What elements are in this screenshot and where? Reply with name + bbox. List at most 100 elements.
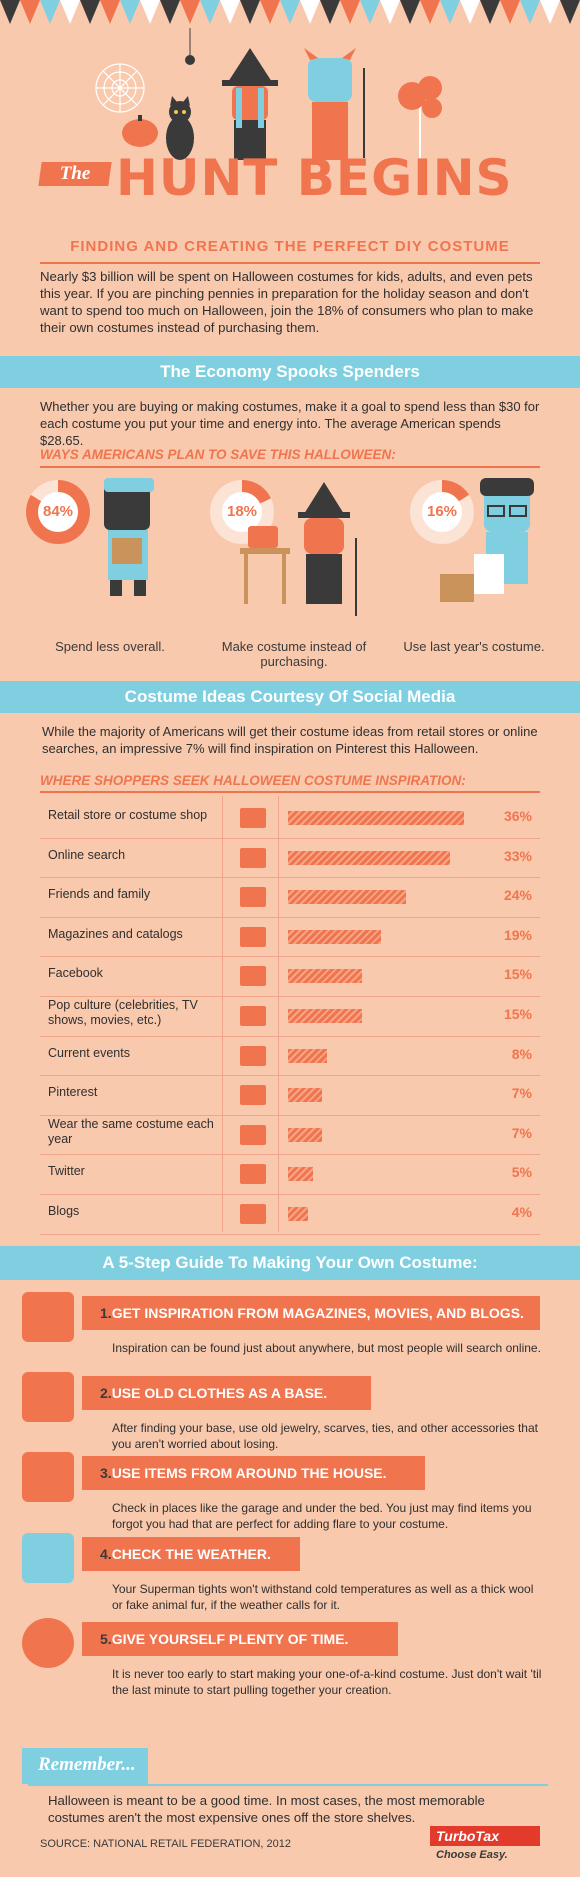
monitor-icon [240, 847, 266, 868]
step-heading: 1.GET INSPIRATION FROM MAGAZINES, MOVIES… [82, 1296, 540, 1330]
bunting-flag [180, 0, 200, 24]
bunting-flag [100, 0, 120, 24]
bunting-flag [500, 0, 520, 24]
bar [288, 850, 450, 865]
bunting-flag [0, 0, 20, 24]
bunting-flag [280, 0, 300, 24]
newspaper-icon [240, 1045, 266, 1066]
row-label: Pop culture (celebrities, TV shows, movi… [48, 998, 198, 1027]
step-text: Check in places like the garage and unde… [112, 1501, 532, 1531]
bar-value-label: 36% [503, 808, 532, 824]
bunting-flag [140, 0, 160, 24]
row-divider [40, 1154, 540, 1156]
bunting-flag [20, 0, 40, 24]
bunting-flag [60, 0, 80, 24]
step-number: 1. [100, 1305, 112, 1321]
bar-value-label: 19% [503, 926, 532, 943]
bar-value-label: 7% [511, 1085, 532, 1102]
bar-value-label: 5% [511, 1164, 532, 1181]
twitter-icon [240, 1164, 266, 1185]
economy-text: Whether you are buying or making costume… [40, 399, 540, 448]
bar [288, 1048, 328, 1063]
row-label: Pinterest [48, 1085, 98, 1100]
bar [288, 969, 362, 984]
person-icon [104, 478, 154, 596]
bunting-flag [200, 0, 220, 24]
bunting-flag [480, 0, 500, 24]
row-label: Online search [48, 847, 126, 862]
step-number: 2. [100, 1385, 112, 1401]
bunting-flag [380, 0, 400, 24]
bunting-flag [560, 0, 580, 24]
bar-value-label: 7% [511, 1124, 532, 1141]
subtitle: FINDING AND CREATING THE PERFECT DIY COS… [70, 238, 510, 255]
remember-text: Halloween is meant to be a good time. In… [48, 1793, 485, 1825]
step-number: 4. [100, 1546, 112, 1562]
bar [288, 1009, 362, 1023]
bar [288, 929, 382, 944]
divider [40, 262, 540, 264]
witch-icon [222, 48, 278, 160]
bunting-flag [260, 0, 280, 24]
person-with-box-icon [440, 478, 534, 602]
step-title: GET INSPIRATION FROM MAGAZINES, MOVIES, … [111, 1305, 524, 1321]
row-divider [40, 1075, 540, 1077]
bar-value-label: 15% [503, 1006, 532, 1022]
bunting-flag [400, 0, 420, 24]
tree-icon [398, 76, 442, 158]
turbotax-logo: TurboTax [430, 1826, 540, 1846]
bar-value-label: 24% [503, 887, 532, 904]
bar [288, 1167, 313, 1182]
economy-subheading: WAYS AMERICANS PLAN TO SAVE THIS HALLOWE… [40, 447, 396, 462]
bar-value-label: 8% [511, 1045, 532, 1062]
bar [288, 811, 465, 825]
row-divider [40, 877, 540, 879]
row-label: Wear the same costume each year [48, 1116, 214, 1146]
cat-icon [166, 96, 194, 160]
row-divider [40, 956, 540, 958]
row-label: Magazines and catalogs [48, 926, 183, 941]
step-title: CHECK THE WEATHER. [111, 1546, 271, 1562]
shirt-icon [22, 1372, 74, 1422]
row-label: Friends and family [48, 887, 151, 902]
step-number: 3. [100, 1465, 112, 1481]
magazine-icon [22, 1292, 74, 1342]
bunting-flag [340, 0, 360, 24]
donut-value: 16% [422, 492, 462, 532]
clapper-icon [240, 1006, 266, 1026]
spiderweb-icon [240, 1124, 266, 1145]
row-divider [40, 1233, 540, 1235]
section-heading-economy: The Economy Spooks Spenders [0, 356, 580, 388]
remember-tag [22, 1748, 148, 1784]
step-heading: 5.GIVE YOURSELF PLENTY OF TIME. [82, 1622, 399, 1656]
section-heading-guide: A 5-Step Guide To Making Your Own Costum… [0, 1246, 580, 1280]
step-text: After finding your base, use old jewelry… [112, 1421, 538, 1451]
shop-icon [240, 808, 266, 828]
pinterest-icon [240, 1085, 266, 1106]
row-label: Twitter [48, 1164, 85, 1179]
bar-value-label: 15% [503, 966, 532, 983]
row-label: Current events [48, 1045, 130, 1060]
divider [40, 791, 540, 793]
tagline: Choose Easy. [436, 1849, 508, 1861]
economy-label-0: Spend less overall. [55, 639, 165, 654]
bar [288, 1127, 323, 1142]
row-label: Facebook [48, 966, 103, 981]
donut-value: 84% [38, 492, 78, 532]
step-title: GIVE YOURSELF PLENTY OF TIME. [111, 1631, 349, 1647]
row-divider [40, 916, 540, 918]
row-divider [40, 1194, 540, 1195]
row-divider [40, 1114, 540, 1116]
step-text: Your Superman tights won't withstand col… [112, 1582, 534, 1612]
row-divider [40, 1035, 540, 1037]
bunting-flag [240, 0, 260, 24]
social-subheading: WHERE SHOPPERS SEEK HALLOWEEN COSTUME IN… [40, 773, 466, 788]
donut-chart-last-year: 16% [410, 480, 474, 544]
bunting-flag [40, 0, 60, 24]
flashlight-icon [22, 1452, 74, 1502]
step-heading: 4.CHECK THE WEATHER. [82, 1537, 301, 1571]
row-divider [40, 996, 540, 997]
bunting-flag [160, 0, 180, 24]
devil-icon [304, 48, 365, 160]
bunting-flag [220, 0, 240, 24]
